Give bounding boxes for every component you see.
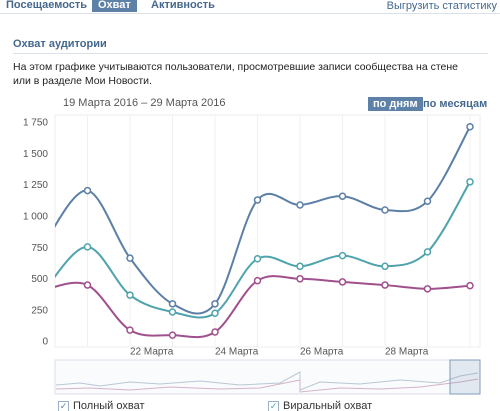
plot <box>55 115 474 347</box>
tab-bar-line <box>0 13 500 14</box>
data-point <box>83 243 92 251</box>
x-tick-label: 26 Марта <box>300 347 344 358</box>
data-point <box>83 186 92 195</box>
data-point <box>466 281 474 290</box>
series-line <box>55 126 471 315</box>
legend-checkbox[interactable]: ✓ <box>58 401 69 411</box>
navigator[interactable] <box>54 359 481 395</box>
date-range[interactable]: 19 Марта 2016 – 29 Марта 2016 <box>63 97 226 109</box>
data-point <box>126 254 134 262</box>
tab[interactable]: Посещаемость <box>6 0 88 11</box>
period-button[interactable]: по дням <box>368 97 423 111</box>
section-title: Охват аудитории <box>13 38 107 50</box>
data-point <box>381 206 389 214</box>
y-tick-label: 500 <box>31 274 48 285</box>
data-point <box>423 285 432 293</box>
data-point <box>466 123 474 131</box>
data-point <box>253 196 262 204</box>
y-tick-label: 1 000 <box>23 211 48 222</box>
data-point <box>211 328 219 336</box>
y-tick-label: 250 <box>31 305 48 316</box>
data-point <box>126 326 134 334</box>
data-point <box>381 262 389 271</box>
data-point <box>126 291 134 299</box>
legend-checkbox[interactable]: ✓ <box>268 401 279 411</box>
y-tick-label: 750 <box>31 243 48 254</box>
data-point <box>381 281 389 289</box>
data-point <box>296 275 304 283</box>
period-button[interactable]: по месяцам <box>423 98 488 110</box>
tab[interactable]: Активность <box>151 0 215 11</box>
legend-label[interactable]: Полный охват <box>73 400 145 411</box>
legend-label[interactable]: Виральный охват <box>283 400 373 411</box>
data-point <box>168 300 177 308</box>
description: На этом графике учитываются пользователи… <box>13 61 459 87</box>
x-tick-label: 22 Марта <box>130 347 174 358</box>
tab[interactable]: Охват <box>92 0 137 12</box>
data-point <box>211 309 219 317</box>
y-tick-label: 0 <box>42 337 48 348</box>
navigator-line <box>55 371 479 391</box>
data-point <box>211 300 219 308</box>
data-point <box>338 278 347 286</box>
x-tick-label: 28 Марта <box>385 347 429 358</box>
data-point <box>253 255 262 263</box>
data-point <box>338 192 347 200</box>
navigator-line <box>55 378 479 393</box>
export-link[interactable]: Выгрузить статистику <box>386 0 497 12</box>
data-point <box>168 331 177 339</box>
x-tick-label: 24 Марта <box>215 347 259 358</box>
data-point <box>423 248 432 256</box>
title-line <box>13 53 488 54</box>
data-point <box>296 201 304 209</box>
navigator-window[interactable] <box>449 359 481 395</box>
y-tick-label: 1 250 <box>23 180 48 191</box>
data-point <box>466 178 474 186</box>
data-point <box>423 197 432 205</box>
data-point <box>83 281 92 289</box>
data-point <box>296 262 304 271</box>
y-tick-label: 1 500 <box>23 149 48 160</box>
data-point <box>253 276 262 285</box>
data-point <box>168 308 177 316</box>
y-tick-label: 1 750 <box>23 118 48 129</box>
plot-area <box>54 114 481 348</box>
data-point <box>338 251 347 260</box>
